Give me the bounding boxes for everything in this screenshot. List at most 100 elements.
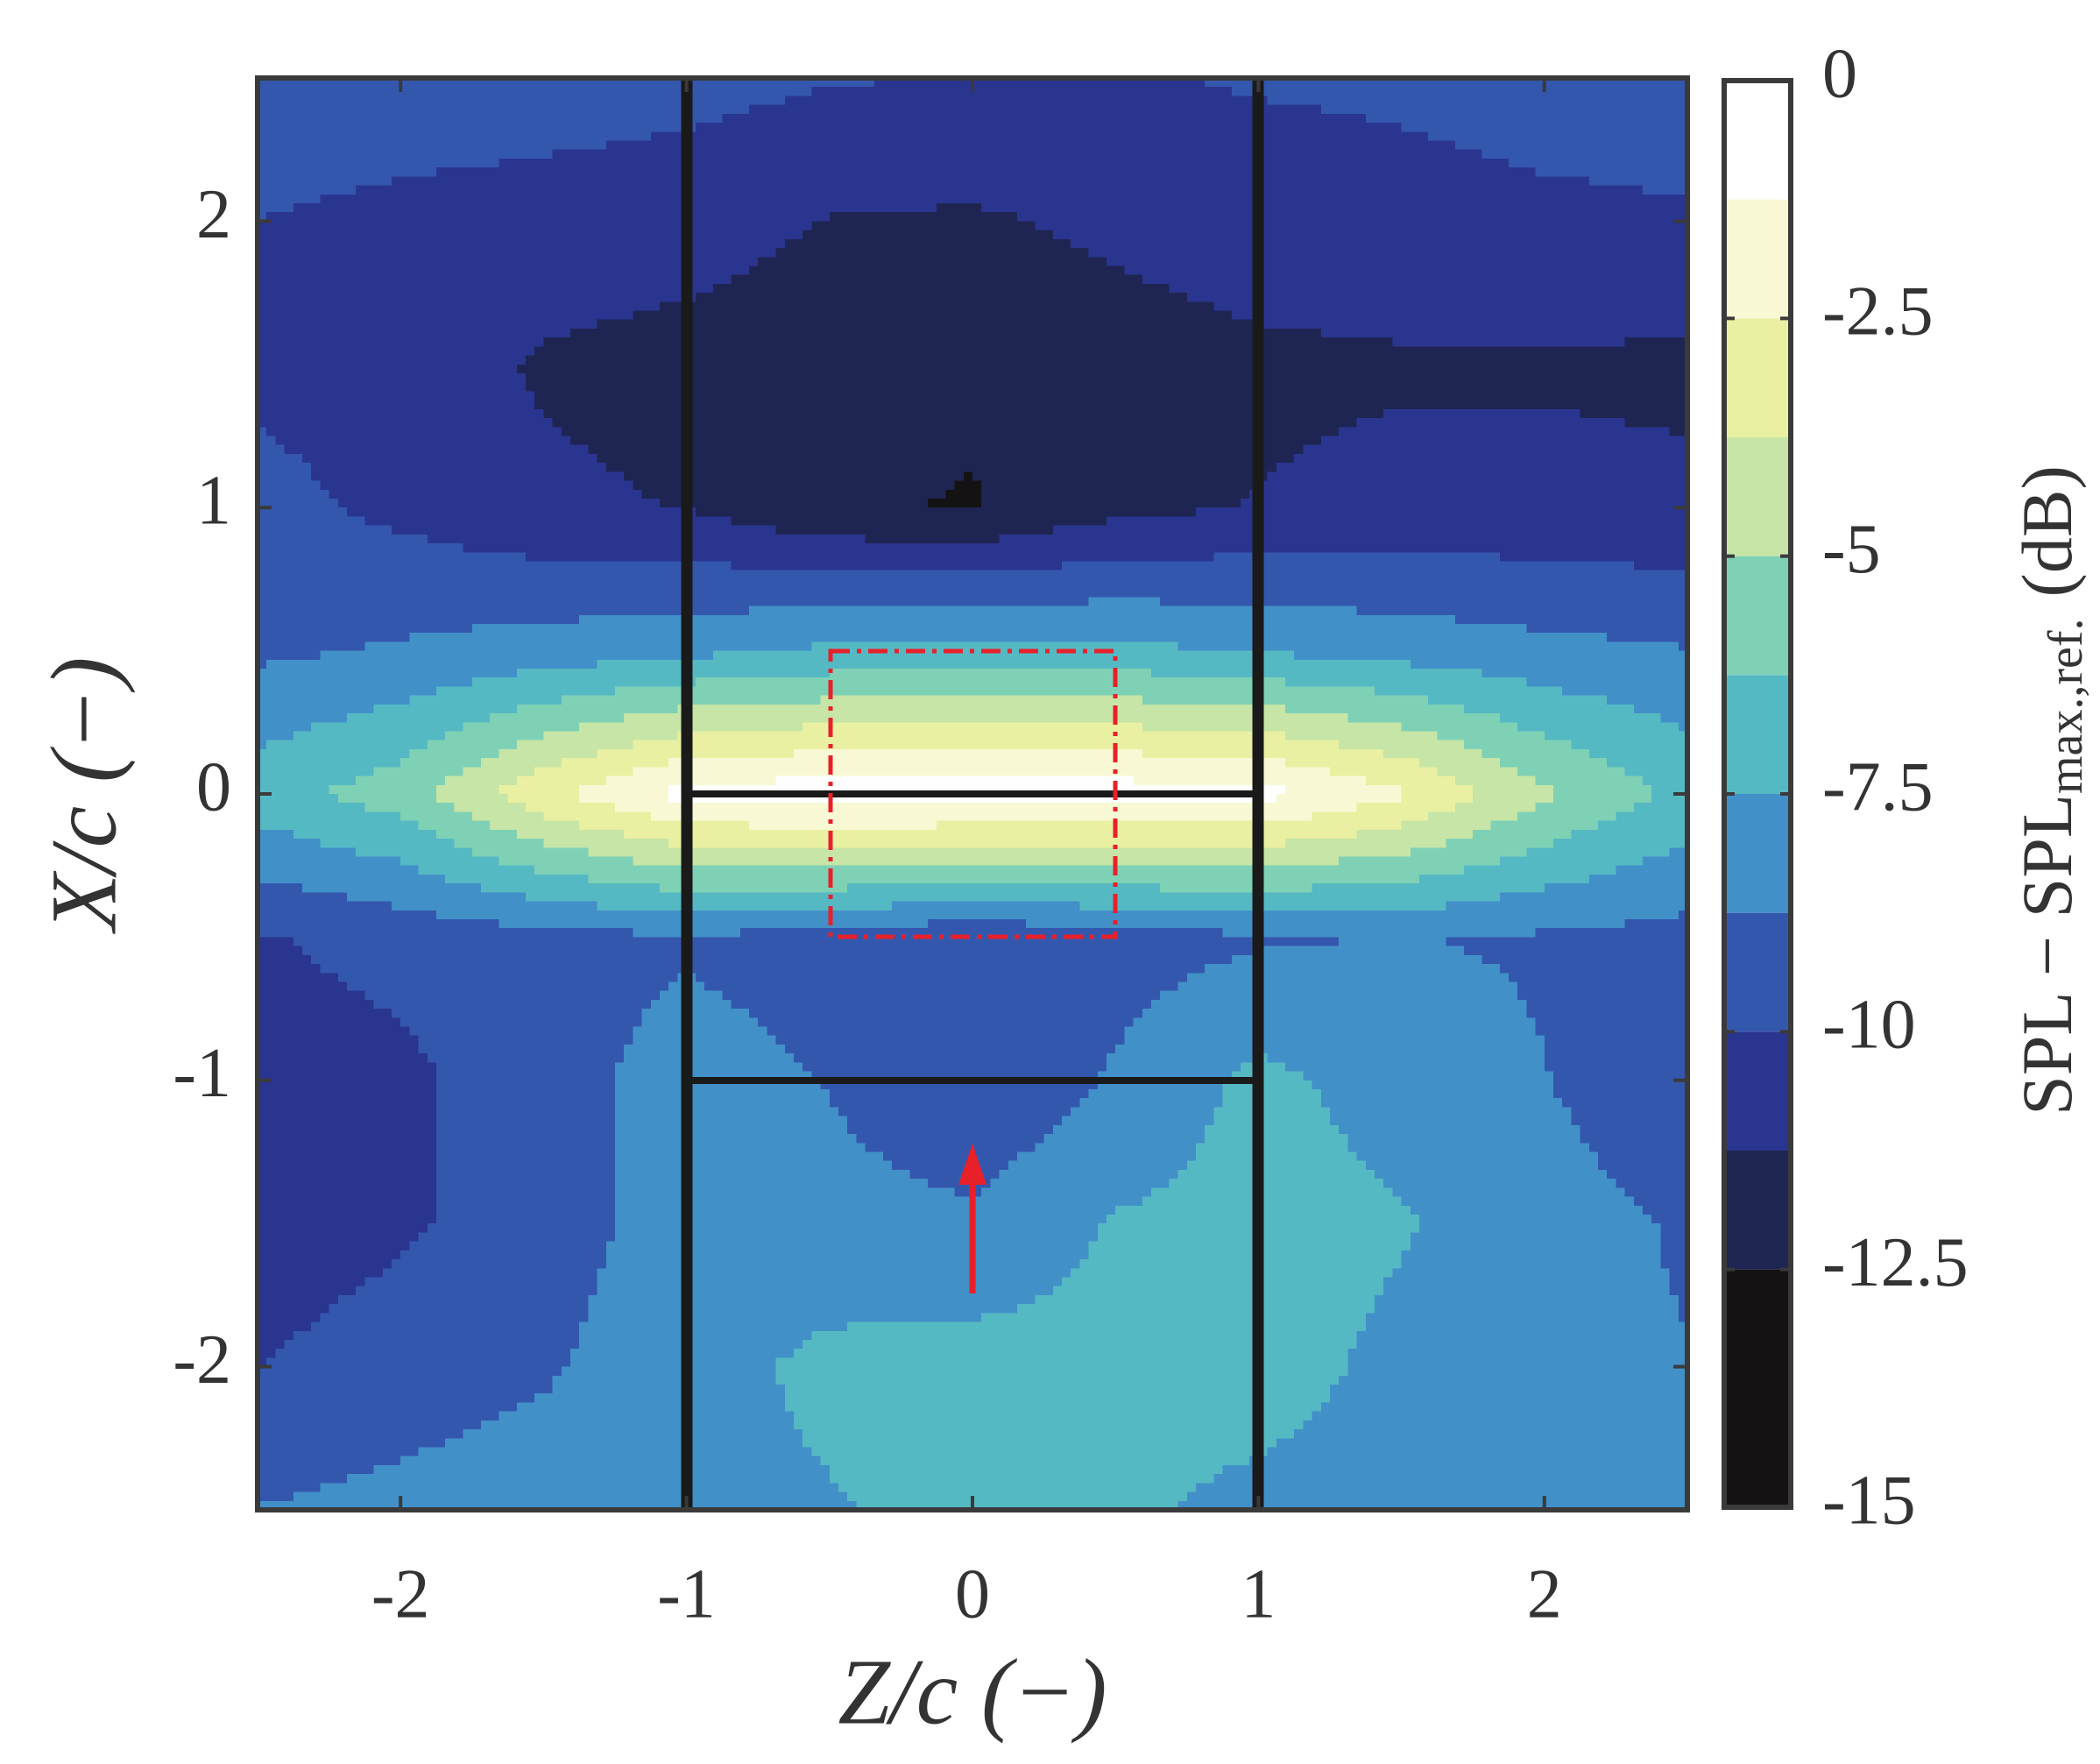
field-cell	[901, 266, 910, 275]
field-cell	[1643, 257, 1652, 266]
field-cell	[383, 248, 392, 258]
field-cell	[1089, 356, 1099, 365]
field-cell	[1107, 266, 1116, 275]
field-cell	[1142, 356, 1152, 365]
field-cell	[1517, 123, 1527, 132]
field-cell	[454, 301, 463, 311]
field-cell	[990, 96, 1000, 105]
field-cell	[517, 266, 527, 275]
field-cell	[1500, 186, 1510, 195]
field-cell	[1294, 96, 1304, 105]
field-cell	[1589, 140, 1599, 150]
field-cell	[633, 356, 642, 365]
field-cell	[1268, 248, 1277, 258]
field-cell	[794, 87, 803, 96]
field-cell	[1285, 337, 1295, 347]
field-cell	[838, 266, 848, 275]
field-cell	[1491, 167, 1501, 177]
field-cell	[374, 239, 384, 249]
field-cell	[419, 329, 428, 338]
field-cell	[383, 320, 392, 329]
field-cell	[1232, 301, 1241, 311]
field-cell	[374, 311, 384, 321]
field-cell	[1303, 195, 1312, 204]
field-cell	[1008, 96, 1018, 105]
field-cell	[892, 150, 902, 159]
field-cell	[400, 329, 410, 338]
field-cell	[517, 123, 527, 132]
field-cell	[1241, 293, 1250, 302]
field-cell	[392, 284, 401, 294]
field-cell	[329, 230, 339, 240]
field-cell	[1124, 221, 1134, 230]
field-cell	[311, 266, 321, 275]
field-cell	[937, 96, 946, 105]
field-cell	[928, 221, 937, 230]
field-cell	[1000, 329, 1009, 338]
field-cell	[642, 266, 652, 275]
field-cell	[1124, 230, 1134, 240]
field-cell	[847, 346, 857, 356]
field-cell	[1303, 203, 1312, 213]
field-cell	[356, 176, 365, 186]
field-cell	[329, 320, 339, 329]
field-cell	[696, 186, 705, 195]
field-cell	[874, 167, 884, 177]
field-cell	[498, 176, 508, 186]
field-cell	[508, 159, 518, 168]
field-cell	[1062, 195, 1071, 204]
field-cell	[1079, 159, 1089, 168]
field-cell	[1481, 150, 1491, 159]
field-cell	[624, 301, 633, 311]
field-cell	[624, 257, 633, 266]
field-cell	[651, 230, 661, 240]
field-cell	[311, 140, 321, 150]
field-cell	[1428, 311, 1438, 321]
field-cell	[856, 221, 866, 230]
field-cell	[1375, 301, 1384, 311]
field-cell	[1670, 167, 1679, 177]
field-cell	[1187, 257, 1197, 266]
field-cell	[749, 176, 759, 186]
field-cell	[1625, 140, 1635, 150]
field-cell	[1598, 284, 1608, 294]
field-cell	[392, 195, 401, 204]
field-cell	[937, 203, 946, 213]
field-cell	[508, 337, 518, 347]
field-cell	[374, 114, 384, 124]
field-cell	[972, 275, 982, 285]
field-cell	[508, 248, 518, 258]
field-cell	[1500, 293, 1510, 302]
field-cell	[1098, 257, 1107, 266]
field-cell	[1481, 356, 1491, 365]
field-cell	[696, 123, 705, 132]
field-cell	[1589, 275, 1599, 285]
field-cell	[1428, 257, 1438, 266]
field-cell	[1330, 150, 1340, 159]
field-cell	[767, 159, 776, 168]
field-cell	[285, 167, 294, 177]
field-cell	[758, 176, 767, 186]
field-cell	[498, 230, 508, 240]
field-cell	[1169, 329, 1178, 338]
field-cell	[409, 123, 419, 132]
field-cell	[1464, 186, 1474, 195]
field-cell	[981, 230, 991, 240]
field-cell	[1411, 176, 1420, 186]
field-cell	[534, 248, 544, 258]
field-cell	[1241, 266, 1250, 275]
field-cell	[1196, 293, 1206, 302]
field-cell	[508, 114, 518, 124]
field-cell	[1509, 320, 1518, 329]
field-cell	[1115, 320, 1125, 329]
field-cell	[749, 186, 759, 195]
field-cell	[696, 195, 705, 204]
field-cell	[1491, 176, 1501, 186]
field-cell	[588, 329, 597, 338]
field-cell	[481, 212, 491, 222]
field-cell	[400, 293, 410, 302]
field-cell	[472, 114, 482, 124]
field-cell	[1357, 96, 1367, 105]
field-cell	[1213, 275, 1223, 285]
field-cell	[409, 167, 419, 177]
